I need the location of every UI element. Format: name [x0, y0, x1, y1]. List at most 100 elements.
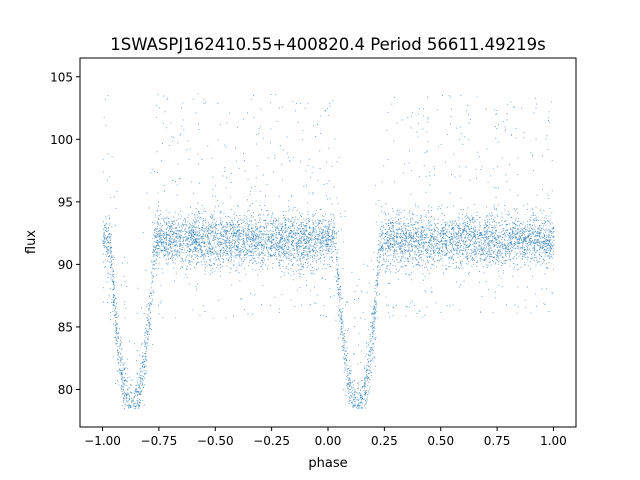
data-point	[416, 245, 418, 247]
data-point	[494, 208, 496, 210]
data-point	[198, 225, 199, 227]
data-point	[183, 236, 185, 238]
data-point	[445, 247, 447, 248]
data-point	[312, 230, 314, 231]
data-point	[136, 373, 138, 375]
data-point	[455, 245, 457, 247]
data-point	[215, 246, 217, 248]
data-point	[399, 242, 401, 244]
data-point	[111, 280, 113, 282]
data-point	[306, 267, 308, 268]
data-point	[364, 382, 366, 384]
data-point	[417, 227, 419, 229]
data-point	[314, 238, 316, 239]
data-point	[292, 240, 294, 242]
data-point	[186, 240, 188, 242]
data-point	[374, 300, 376, 302]
data-point	[479, 234, 481, 236]
data-point	[274, 255, 275, 256]
data-point	[421, 233, 423, 235]
data-point	[177, 218, 179, 220]
data-point	[303, 250, 305, 252]
data-point	[212, 251, 213, 253]
data-point	[418, 230, 420, 232]
data-point	[203, 253, 205, 255]
data-point	[460, 233, 462, 234]
data-point	[486, 267, 488, 268]
data-point	[480, 253, 482, 255]
data-point	[468, 225, 469, 227]
data-point	[113, 304, 115, 306]
data-point	[290, 267, 292, 269]
data-point	[501, 242, 503, 243]
data-point	[463, 248, 465, 250]
data-point	[370, 348, 372, 350]
data-point	[364, 368, 365, 369]
data-point	[111, 264, 112, 266]
data-point	[196, 262, 197, 264]
data-point	[139, 374, 141, 376]
data-point	[344, 347, 346, 349]
data-point	[408, 212, 410, 214]
data-point	[495, 237, 497, 239]
data-point	[552, 236, 554, 238]
data-point	[192, 236, 194, 238]
data-point	[195, 241, 197, 243]
data-point	[332, 250, 334, 252]
data-point	[399, 249, 401, 250]
data-point	[103, 237, 105, 239]
data-point	[419, 239, 421, 241]
data-point	[502, 246, 504, 248]
data-point	[411, 237, 413, 238]
data-point	[258, 244, 260, 246]
data-point	[214, 234, 215, 236]
data-point	[483, 228, 485, 230]
data-point	[205, 218, 207, 220]
data-point	[474, 236, 476, 237]
data-point	[216, 228, 217, 230]
data-point	[422, 227, 424, 229]
data-point	[236, 269, 238, 271]
data-point	[522, 232, 524, 234]
data-point	[237, 231, 239, 233]
data-point	[351, 396, 353, 397]
data-point	[141, 385, 143, 386]
data-point	[311, 235, 313, 237]
data-point	[212, 231, 214, 233]
data-point	[166, 221, 168, 223]
data-point	[135, 388, 137, 390]
data-point	[517, 231, 518, 233]
data-point	[210, 244, 212, 245]
data-point	[299, 247, 301, 249]
data-point	[318, 237, 320, 239]
data-point	[448, 226, 450, 227]
data-point	[168, 252, 170, 254]
data-point	[407, 260, 409, 262]
data-point	[431, 236, 433, 237]
data-point	[523, 232, 524, 234]
data-point	[251, 252, 252, 254]
data-point	[412, 262, 413, 264]
data-point	[111, 301, 113, 303]
data-point	[285, 230, 287, 232]
data-point	[286, 252, 287, 254]
data-point	[399, 242, 401, 243]
data-point	[500, 224, 502, 226]
data-point	[199, 243, 200, 245]
data-point	[552, 236, 554, 238]
data-point	[220, 250, 221, 252]
data-point	[134, 396, 135, 397]
data-point	[338, 278, 340, 279]
data-point	[111, 261, 113, 262]
data-point	[543, 225, 544, 227]
data-point	[524, 240, 526, 242]
data-point	[515, 247, 517, 249]
data-point	[120, 361, 121, 363]
data-point	[304, 231, 305, 233]
data-point	[354, 404, 356, 406]
data-point	[478, 242, 480, 244]
data-point	[306, 225, 308, 226]
data-point	[479, 271, 481, 272]
data-point	[119, 364, 121, 366]
data-point	[139, 402, 141, 404]
